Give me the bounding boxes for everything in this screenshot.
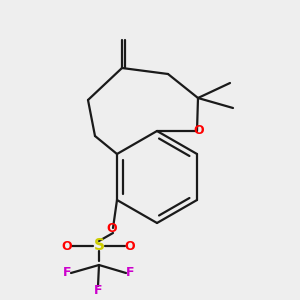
Text: O: O xyxy=(107,223,117,236)
Text: O: O xyxy=(125,239,135,253)
Text: F: F xyxy=(126,266,134,280)
Text: O: O xyxy=(194,124,204,137)
Text: F: F xyxy=(94,284,102,296)
Text: O: O xyxy=(62,239,72,253)
Text: F: F xyxy=(63,266,71,280)
Text: S: S xyxy=(94,238,104,253)
